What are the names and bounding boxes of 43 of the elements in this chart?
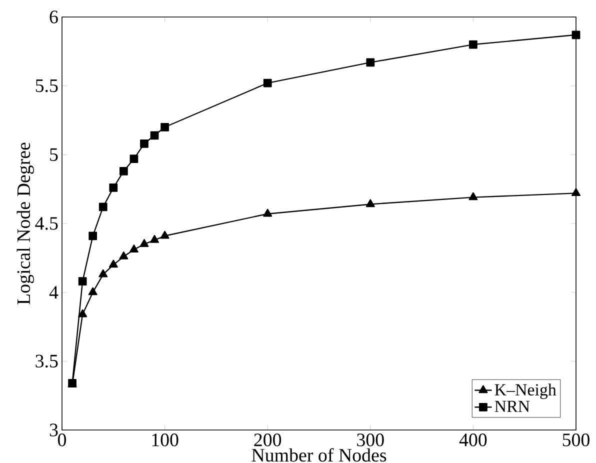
x-tick-label: 300 [357, 434, 384, 446]
point [119, 251, 128, 260]
x-tick-label: 500 [562, 434, 590, 446]
point [468, 192, 478, 200]
point [263, 208, 272, 217]
point [119, 167, 128, 176]
legend-label: NRN [494, 400, 530, 412]
point [88, 232, 98, 240]
point [109, 184, 118, 192]
y-tick-label: 3 [50, 424, 58, 436]
point [572, 30, 580, 40]
x-tick-label: 100 [152, 434, 178, 446]
point [469, 40, 478, 49]
y-tick-label: 4 [49, 286, 58, 299]
point [98, 202, 108, 212]
x-axis-title: Number of Nodes [252, 448, 386, 462]
y-tick-label: 6 [50, 10, 58, 24]
point [572, 188, 580, 196]
point [78, 309, 88, 318]
point [160, 122, 169, 132]
point [160, 230, 170, 239]
point [108, 260, 118, 268]
point [366, 58, 375, 67]
point [98, 269, 108, 278]
x-tick-label: 200 [254, 434, 282, 446]
point [78, 277, 87, 286]
x-tick-label: 0 [58, 434, 66, 446]
y-tick-label: 5 [50, 148, 58, 161]
y-tick-label: 5.5 [36, 80, 58, 92]
point [366, 199, 375, 208]
point [263, 78, 272, 88]
point [140, 139, 148, 148]
y-tick-label: 4.5 [35, 217, 58, 230]
y-axis-title: Logical Node Degree [16, 142, 34, 304]
point [150, 234, 159, 243]
point [150, 131, 159, 140]
x-tick-label: 400 [459, 434, 487, 446]
y-tick-label: 3.5 [36, 354, 58, 368]
point [88, 287, 98, 296]
point [140, 239, 149, 247]
point [129, 244, 138, 252]
legend-label: K–Neigh [494, 384, 556, 400]
point [130, 154, 138, 163]
